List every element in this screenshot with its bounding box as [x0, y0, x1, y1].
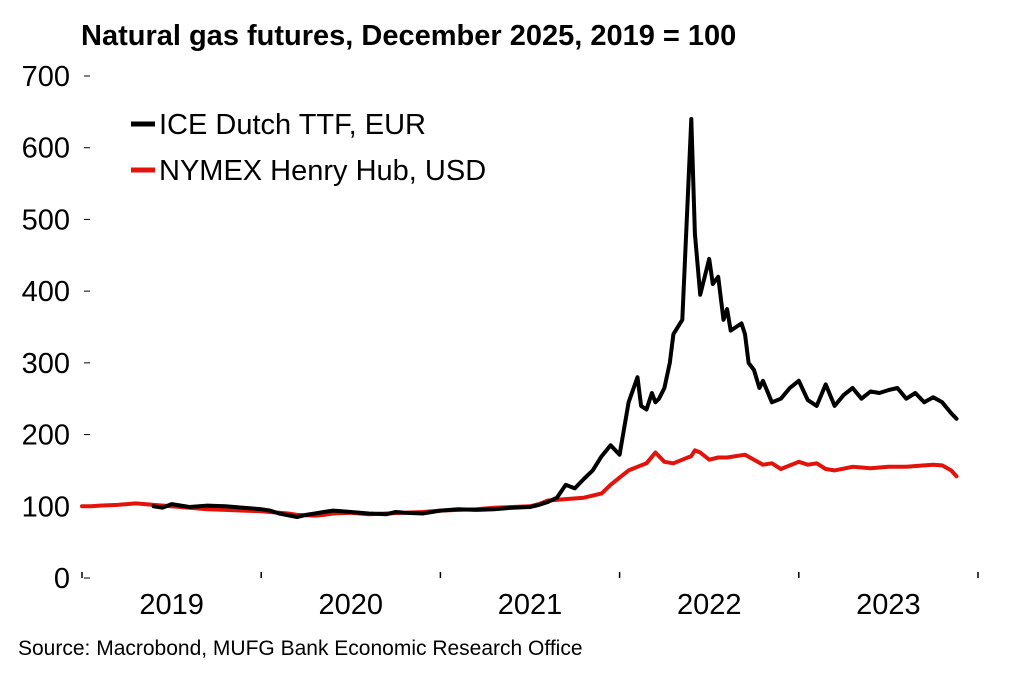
- series-line-ttf: [151, 117, 959, 519]
- legend-label: ICE Dutch TTF, EUR: [159, 109, 426, 141]
- y-tick-label: 300: [22, 348, 70, 380]
- legend-label: NYMEX Henry Hub, USD: [159, 155, 486, 187]
- y-tick-label: 400: [22, 276, 70, 308]
- x-tick-label: 2022: [677, 589, 742, 621]
- x-tick-label: 2021: [498, 589, 563, 621]
- x-tick-label: 2019: [139, 589, 204, 621]
- legend: ICE Dutch TTF, EUR NYMEX Henry Hub, USD: [131, 109, 486, 187]
- series-line-henry-hub: [80, 448, 959, 518]
- y-tick-label: 0: [54, 563, 70, 595]
- y-tick-label: 200: [22, 420, 70, 452]
- y-tick-label: 700: [22, 61, 70, 93]
- series-layer: [80, 117, 959, 519]
- y-tick-label: 500: [22, 204, 70, 236]
- x-tick-label: 2023: [856, 589, 921, 621]
- y-tick-label: 100: [22, 491, 70, 523]
- y-tick-label: 600: [22, 133, 70, 165]
- x-tick-label: 2020: [319, 589, 384, 621]
- chart-title: Natural gas futures, December 2025, 2019…: [81, 20, 736, 52]
- source-note: Source: Macrobond, MUFG Bank Economic Re…: [18, 637, 583, 660]
- y-axis: 0 100 200 300 400 500 600 700: [22, 61, 90, 595]
- x-axis: 2019 2020 2021 2022 2023: [81, 572, 979, 621]
